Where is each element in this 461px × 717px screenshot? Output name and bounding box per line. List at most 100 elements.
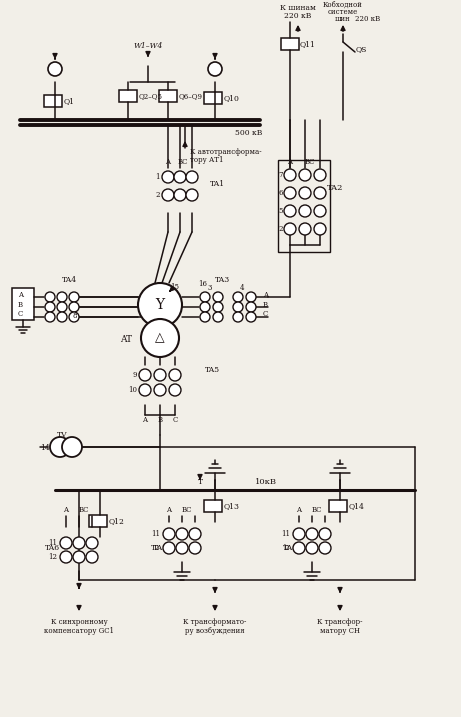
Text: Q2–Q5: Q2–Q5 <box>139 92 163 100</box>
Text: Q12: Q12 <box>109 517 125 525</box>
Circle shape <box>73 551 85 563</box>
Text: l2: l2 <box>284 544 290 552</box>
Text: 11: 11 <box>151 530 160 538</box>
Circle shape <box>60 537 72 549</box>
Text: B: B <box>263 301 268 309</box>
Text: 6: 6 <box>278 189 283 197</box>
Text: A: A <box>263 291 268 299</box>
Text: 11: 11 <box>281 530 290 538</box>
Circle shape <box>314 223 326 235</box>
Circle shape <box>246 302 256 312</box>
Circle shape <box>189 528 201 540</box>
Bar <box>204 500 222 512</box>
Circle shape <box>189 542 201 554</box>
Circle shape <box>293 542 305 554</box>
Circle shape <box>284 187 296 199</box>
Circle shape <box>186 189 198 201</box>
Circle shape <box>45 302 55 312</box>
Text: QS: QS <box>356 45 367 53</box>
Circle shape <box>208 62 222 76</box>
Circle shape <box>62 437 82 457</box>
Text: BC: BC <box>79 506 89 514</box>
Text: Q10: Q10 <box>224 94 240 102</box>
Text: 8: 8 <box>73 312 77 320</box>
Circle shape <box>319 542 331 554</box>
Circle shape <box>48 62 62 76</box>
Circle shape <box>284 169 296 181</box>
Text: C: C <box>172 416 177 424</box>
Text: К трансформато-: К трансформато- <box>183 618 247 626</box>
Circle shape <box>154 369 166 381</box>
Text: 9: 9 <box>132 371 137 379</box>
Text: C: C <box>263 310 268 318</box>
Text: К автотрансформа-: К автотрансформа- <box>190 148 262 156</box>
Circle shape <box>57 302 67 312</box>
Text: 16: 16 <box>198 280 207 288</box>
Text: BC: BC <box>312 506 322 514</box>
Bar <box>278 160 330 252</box>
Bar <box>119 90 137 102</box>
Text: К трансфор-: К трансфор- <box>317 618 363 626</box>
Text: Q6–Q9: Q6–Q9 <box>179 92 203 100</box>
Bar <box>329 500 347 512</box>
Text: C: C <box>18 310 23 318</box>
Text: Q1: Q1 <box>64 97 75 105</box>
Text: A: A <box>166 506 171 514</box>
Text: 7: 7 <box>278 171 283 179</box>
Circle shape <box>50 437 70 457</box>
Text: тору АТ1: тору АТ1 <box>190 156 224 164</box>
Text: 2: 2 <box>278 225 283 233</box>
Text: системе: системе <box>328 8 358 16</box>
Text: К синхронному: К синхронному <box>51 618 107 626</box>
Text: 15: 15 <box>170 283 179 291</box>
Circle shape <box>299 169 311 181</box>
Circle shape <box>176 528 188 540</box>
Circle shape <box>69 292 79 302</box>
Circle shape <box>163 528 175 540</box>
Text: A: A <box>296 506 301 514</box>
Circle shape <box>73 537 85 549</box>
Text: AT: AT <box>120 336 132 344</box>
Text: TA8: TA8 <box>283 544 298 552</box>
Text: компенсатору GC1: компенсатору GC1 <box>44 627 114 635</box>
Circle shape <box>200 302 210 312</box>
Text: 12: 12 <box>48 553 57 561</box>
Text: TA6: TA6 <box>45 544 60 552</box>
Text: шин: шин <box>335 15 351 23</box>
Text: W1–W4: W1–W4 <box>133 42 163 50</box>
Text: BC: BC <box>178 158 189 166</box>
Text: B: B <box>18 301 23 309</box>
Circle shape <box>162 189 174 201</box>
Text: B: B <box>158 416 162 424</box>
Text: TV: TV <box>57 431 67 439</box>
Circle shape <box>314 169 326 181</box>
Circle shape <box>299 187 311 199</box>
Text: Q13: Q13 <box>224 502 240 510</box>
Circle shape <box>319 528 331 540</box>
Text: 2: 2 <box>155 191 160 199</box>
Circle shape <box>163 542 175 554</box>
Circle shape <box>186 171 198 183</box>
Bar <box>281 38 299 50</box>
Bar <box>12 288 34 320</box>
Text: T: T <box>197 478 202 486</box>
Text: TA4: TA4 <box>62 276 77 284</box>
Text: 4: 4 <box>240 284 244 292</box>
Circle shape <box>233 312 243 322</box>
Circle shape <box>69 312 79 322</box>
Text: 220 кВ: 220 кВ <box>284 12 312 20</box>
Text: TA7: TA7 <box>153 544 168 552</box>
Circle shape <box>299 205 311 217</box>
Text: 3: 3 <box>208 284 212 292</box>
Circle shape <box>138 283 182 327</box>
Text: Q14: Q14 <box>349 502 365 510</box>
Circle shape <box>284 205 296 217</box>
Text: 5: 5 <box>278 207 283 215</box>
Circle shape <box>57 292 67 302</box>
Text: К шинам: К шинам <box>280 4 316 12</box>
Circle shape <box>314 205 326 217</box>
Circle shape <box>299 223 311 235</box>
Text: A: A <box>64 506 69 514</box>
Circle shape <box>284 223 296 235</box>
Circle shape <box>162 171 174 183</box>
